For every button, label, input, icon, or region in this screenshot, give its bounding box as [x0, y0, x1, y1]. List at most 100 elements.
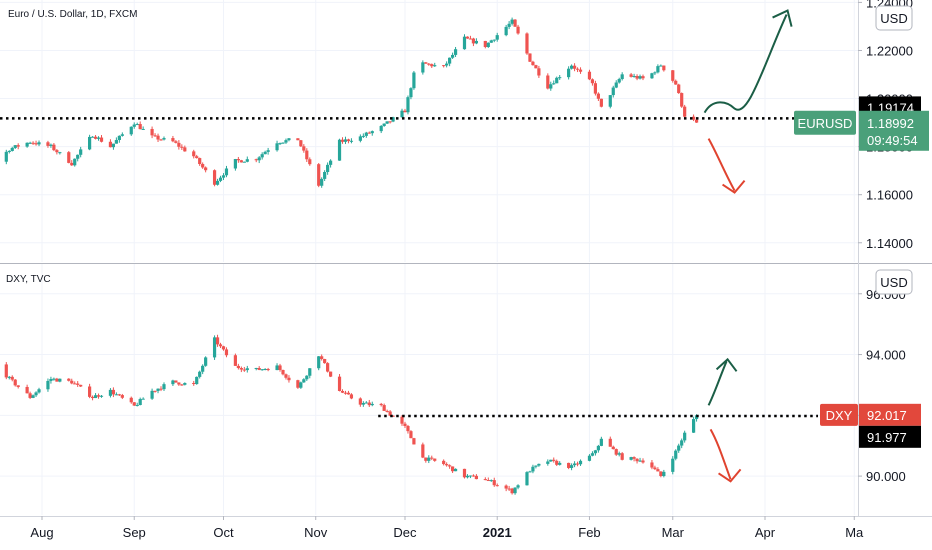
- candle-body: [242, 161, 246, 163]
- candle-body: [260, 369, 264, 371]
- candle-body: [510, 19, 514, 24]
- candle-body: [70, 380, 74, 384]
- candle-body: [305, 150, 309, 160]
- candle-body: [471, 38, 476, 44]
- candle-body: [343, 392, 348, 394]
- candle-body: [305, 375, 309, 380]
- time-axis[interactable]: Aug Sep Oct Nov Dec 2021 Feb Mar Apr Ma: [30, 516, 864, 540]
- candle-body: [611, 87, 615, 96]
- candle-body: [671, 458, 675, 472]
- candle-body: [599, 98, 603, 107]
- candle-body: [558, 462, 562, 465]
- candle-body: [13, 379, 17, 386]
- candle-body: [13, 145, 17, 148]
- x-tick-label: Aug: [30, 525, 53, 540]
- candle-body: [73, 383, 77, 385]
- candle-body: [638, 460, 642, 462]
- candle-body: [55, 378, 59, 382]
- candle-body: [671, 70, 675, 81]
- eurusd-bearish-arrow[interactable]: [707, 138, 736, 192]
- dxy-bullish-arrow[interactable]: [707, 360, 728, 406]
- candle-body: [400, 416, 404, 424]
- candle-body: [302, 379, 306, 383]
- candle-body: [25, 386, 29, 394]
- candle-body: [287, 138, 291, 141]
- candle-body: [650, 73, 654, 79]
- candle-body: [52, 144, 56, 151]
- candle-body: [221, 346, 226, 350]
- candle-body: [198, 371, 202, 377]
- x-tick-label: Oct: [213, 525, 234, 540]
- dxy-level-badge: [859, 425, 921, 448]
- eurusd-bullish-arrow[interactable]: [703, 14, 788, 114]
- candle-body: [192, 151, 196, 157]
- eurusd-pane: Euro / U.S. Dollar, 1D, FXCM: [0, 0, 858, 262]
- candle-body: [608, 438, 612, 447]
- candle-body: [111, 389, 116, 395]
- candle-body: [156, 135, 160, 140]
- candle-body: [326, 164, 330, 172]
- candle-body: [424, 457, 428, 461]
- candle-body: [257, 367, 261, 370]
- candle-body: [195, 156, 199, 159]
- y-tick-label: 1.14000: [866, 236, 913, 251]
- candle-body: [370, 403, 374, 406]
- candle-body: [201, 365, 205, 372]
- eurusd-currency-badge[interactable]: USD: [875, 5, 913, 31]
- candle-body: [632, 457, 636, 459]
- candle-body: [659, 65, 663, 67]
- candle-body: [587, 455, 592, 461]
- dxy-candles: [4, 334, 699, 495]
- candle-body: [159, 139, 163, 141]
- candle-body: [567, 68, 571, 78]
- candle-body: [513, 487, 517, 494]
- eurusd-bearish-arrow-head: [722, 179, 746, 194]
- candle-body: [474, 475, 478, 480]
- candle-body: [596, 445, 600, 451]
- candle-body: [260, 154, 264, 158]
- dxy-symbol-badge[interactable]: [820, 403, 858, 426]
- eurusd-bar-countdown: 09:49:54: [867, 133, 918, 148]
- candle-body: [462, 468, 467, 478]
- candle-body: [281, 369, 285, 375]
- candle-body: [468, 475, 473, 477]
- candle-body: [320, 356, 324, 359]
- dxy-currency-badge[interactable]: USD: [875, 269, 913, 295]
- candle-body: [674, 80, 678, 85]
- candle-body: [278, 365, 282, 370]
- eurusd-symbol-badge[interactable]: [794, 110, 856, 135]
- candle-body: [364, 402, 368, 404]
- candle-body: [34, 143, 38, 145]
- candle-body: [31, 395, 35, 398]
- candle-body: [537, 463, 541, 466]
- candle-body: [641, 76, 645, 79]
- candle-body: [403, 423, 407, 426]
- candle-body: [632, 76, 636, 78]
- candle-body: [337, 139, 342, 161]
- candle-body: [31, 142, 35, 144]
- candle-body: [299, 140, 303, 147]
- candle-body: [442, 460, 446, 465]
- candle-body: [513, 19, 517, 27]
- candle-body: [67, 152, 71, 163]
- candle-body: [49, 144, 53, 146]
- candle-body: [204, 167, 208, 171]
- dxy-bearish-arrow[interactable]: [709, 428, 732, 480]
- x-tick-label: Nov: [304, 525, 328, 540]
- dxy-bearish-arrow-head: [718, 468, 742, 483]
- candle-body: [662, 65, 666, 71]
- candle-body: [659, 471, 663, 477]
- dxy-symbol-label: DXY: [826, 408, 853, 423]
- candle-body: [79, 384, 83, 387]
- candle-body: [70, 162, 74, 166]
- x-tick-label: Feb: [578, 525, 600, 540]
- candle-body: [254, 159, 258, 161]
- candle-body: [486, 480, 490, 482]
- dxy-last-price: 92.017: [867, 408, 907, 423]
- candle-body: [90, 396, 95, 399]
- x-tick-label: Apr: [755, 525, 776, 540]
- candle-body: [180, 384, 184, 386]
- candle-body: [445, 464, 449, 466]
- dxy-title: DXY, TVC: [6, 274, 51, 285]
